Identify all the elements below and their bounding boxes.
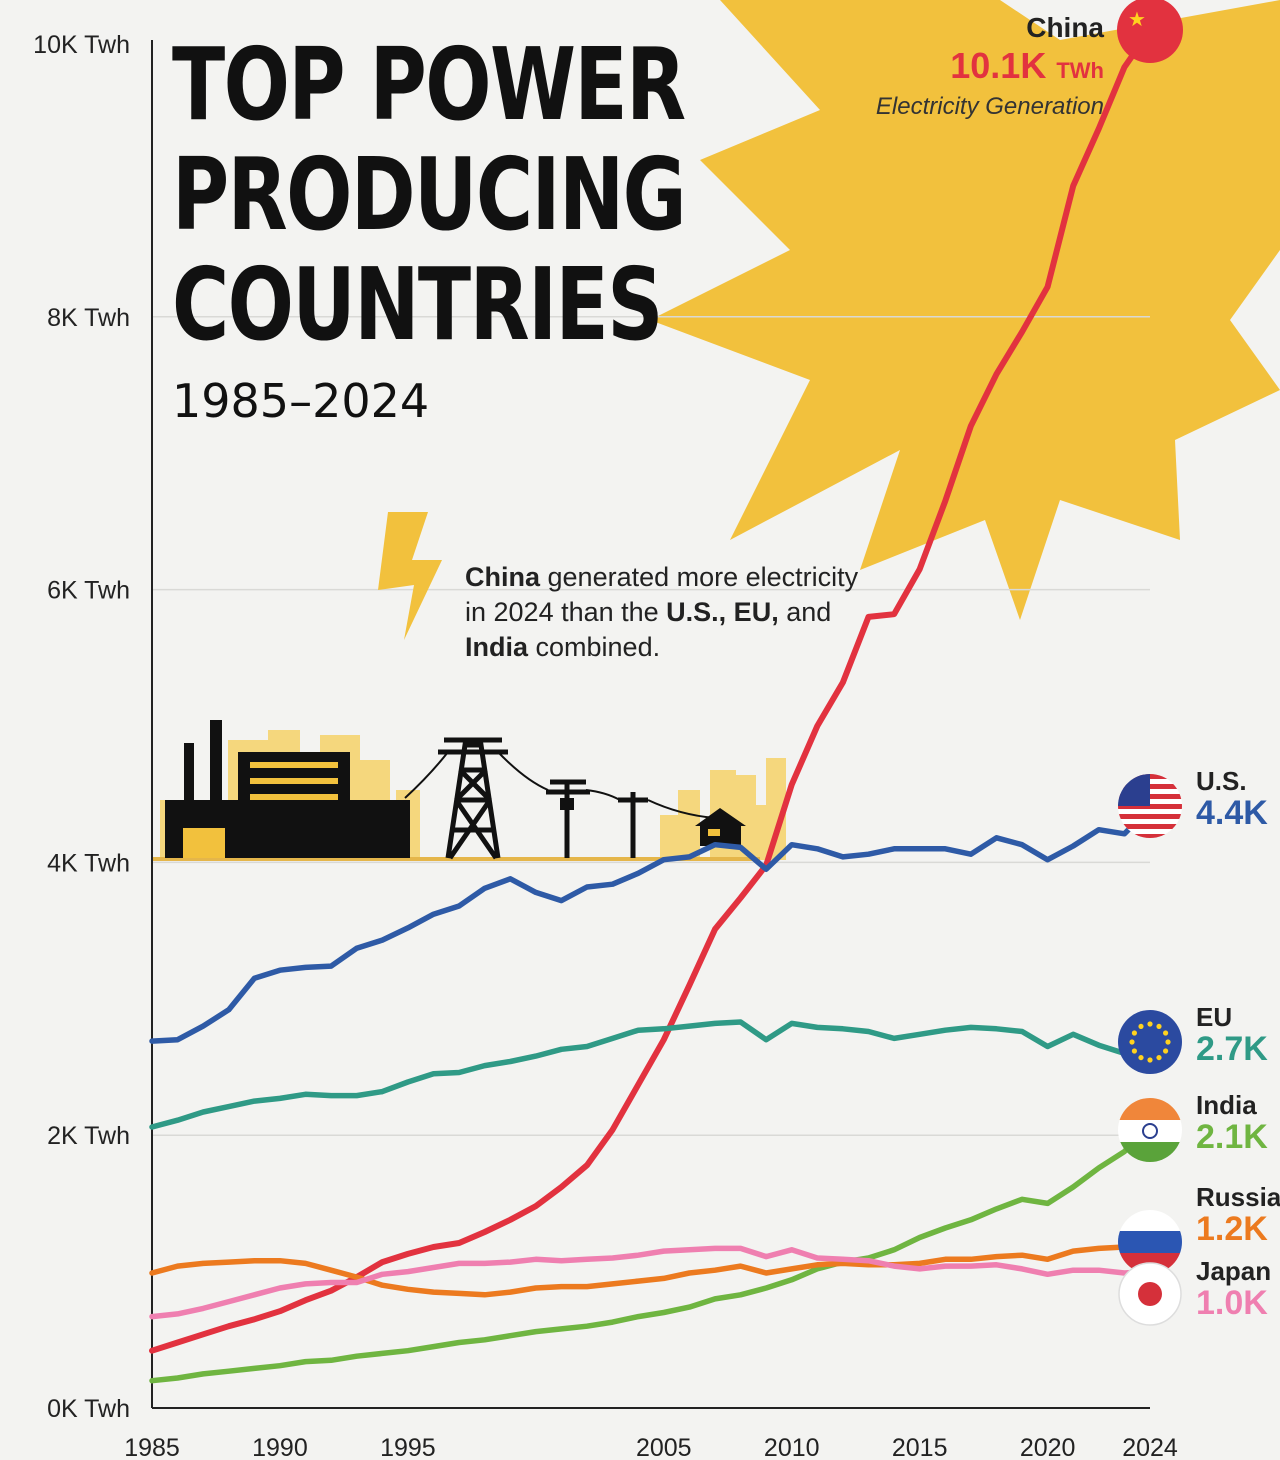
- house-icon: [695, 808, 746, 846]
- end-label-name: Japan: [1196, 1256, 1272, 1286]
- eu-flag-icon: [1118, 1010, 1182, 1074]
- x-tick-label: 1995: [380, 1434, 436, 1460]
- end-label-name: EU: [1196, 1002, 1233, 1032]
- us-flag-icon: [1118, 774, 1182, 838]
- annotation-text-run: generated more electricity in 2024 than …: [465, 562, 859, 627]
- sun-rays: [650, 0, 1280, 620]
- end-label-us: U.S. 4.4K: [1196, 768, 1268, 830]
- skyline-building: [766, 758, 786, 860]
- x-tick-label: 1985: [124, 1434, 180, 1460]
- end-label-value: 1.0K: [1196, 1284, 1268, 1322]
- x-tick-label: 1990: [252, 1434, 308, 1460]
- power-plant-icon: [165, 720, 410, 858]
- end-label-russia: Russia 1.2K: [1196, 1184, 1280, 1246]
- annotation-emphasis: China: [465, 562, 541, 592]
- gridlines: [152, 316, 1150, 1136]
- series-line-russia: [149, 1241, 1153, 1298]
- end-label-india: India 2.1K: [1196, 1092, 1268, 1154]
- y-tick-label: 4K Twh: [47, 849, 130, 877]
- end-label-japan: Japan 1.0K: [1196, 1258, 1271, 1320]
- annotation-emphasis: U.S., EU,: [666, 597, 779, 627]
- china-unit: TWh: [1056, 58, 1104, 83]
- end-label-value: 4.4K: [1196, 794, 1268, 832]
- x-tick-label: 2005: [636, 1434, 692, 1460]
- china-label: China: [1026, 12, 1104, 43]
- x-tick-label: 2010: [764, 1434, 820, 1460]
- skyline-building: [660, 815, 680, 860]
- lightning-bolt-shape: [378, 512, 442, 640]
- end-label-value: 2.1K: [1196, 1118, 1268, 1156]
- china-value: 10.1K: [950, 45, 1047, 86]
- end-label-name: Russia: [1196, 1182, 1280, 1212]
- china-callout: China 10.1K TWh Electricity Generation: [876, 12, 1104, 121]
- chart-title: TOP POWER PRODUCING COUNTRIES: [172, 26, 687, 363]
- lightning-bolt-icon: [378, 512, 442, 640]
- svg-text:★: ★: [1128, 7, 1146, 31]
- series-line-us: [149, 805, 1153, 1044]
- india-flag-icon: [1118, 1098, 1182, 1162]
- transmission-tower-icon: [438, 737, 508, 860]
- axes: 0K Twh 2K Twh 4K Twh 6K Twh 8K Twh 10K Twh 198…: [33, 31, 1178, 1460]
- y-tick-label: 0K Twh: [47, 1395, 130, 1423]
- japan-flag-icon: [1118, 1262, 1182, 1326]
- end-label-eu: EU 2.7K: [1196, 1004, 1268, 1066]
- series-lines: [149, 27, 1153, 1384]
- power-infrastructure: [152, 720, 760, 861]
- x-tick-label: 2015: [892, 1434, 948, 1460]
- end-label-name: U.S.: [1196, 766, 1247, 796]
- flags: ★: [1117, 0, 1183, 1326]
- utility-pole-icon: [618, 792, 648, 858]
- annotation-emphasis: India: [465, 632, 529, 662]
- china-caption: Electricity Generation: [875, 93, 1104, 120]
- series-line-eu: [149, 1019, 1153, 1130]
- x-tick-label: 2024: [1122, 1434, 1178, 1460]
- skyline-building: [678, 790, 700, 860]
- sun-shape: [650, 0, 1280, 620]
- end-label-name: India: [1196, 1090, 1257, 1120]
- end-label-value: 1.2K: [1196, 1210, 1268, 1248]
- end-label-value: 2.7K: [1196, 1030, 1268, 1068]
- y-tick-label: 8K Twh: [47, 304, 130, 332]
- annotation-text-run: and: [778, 597, 832, 627]
- annotation-text: China generated more electricity in 2024…: [465, 560, 885, 665]
- chart-subtitle: 1985–2024: [172, 374, 430, 428]
- series-line-china: [149, 27, 1153, 1354]
- power-wires: [404, 751, 716, 819]
- series-line-japan: [149, 1245, 1153, 1320]
- y-tick-label: 2K Twh: [47, 1122, 130, 1150]
- y-tick-label: 10K Twh: [33, 31, 130, 59]
- china-flag-icon: ★: [1117, 0, 1183, 63]
- y-tick-label: 6K Twh: [47, 577, 130, 605]
- x-tick-label: 2020: [1020, 1434, 1076, 1460]
- utility-pole-icon: [546, 779, 590, 858]
- series-line-india: [149, 1118, 1153, 1384]
- annotation-text-run: combined.: [528, 632, 661, 662]
